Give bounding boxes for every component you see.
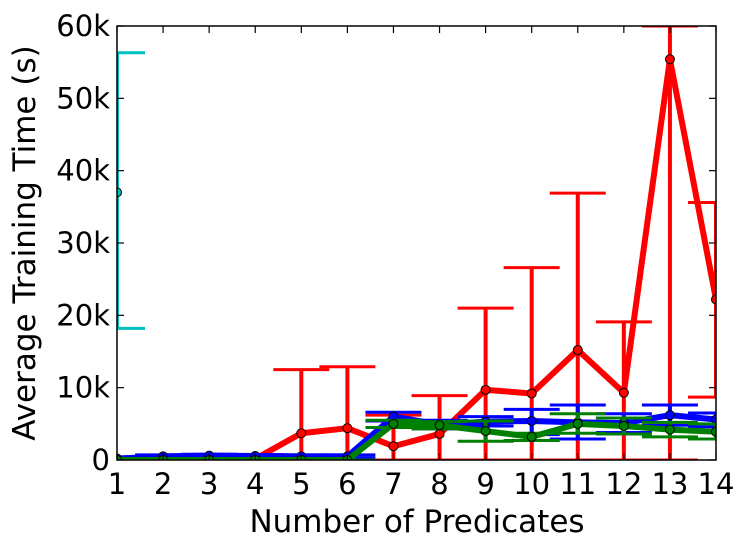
error-bar <box>319 365 376 460</box>
x-tick-label: 9 <box>476 467 494 501</box>
y-tick-label: 40k <box>56 154 110 188</box>
x-tick-label: 5 <box>292 467 310 501</box>
data-point <box>117 455 122 460</box>
data-point <box>618 421 629 432</box>
series-2 <box>117 412 716 460</box>
data-point <box>480 426 491 437</box>
x-tick-label: 6 <box>338 467 356 501</box>
series-line <box>117 420 716 460</box>
data-point <box>296 428 307 439</box>
error-bar <box>117 51 145 330</box>
data-point <box>711 426 716 437</box>
series-3 <box>117 51 145 330</box>
y-tick-label: 20k <box>56 298 110 332</box>
data-point <box>664 424 675 435</box>
x-tick-label: 4 <box>246 467 264 501</box>
y-tick-label: 60k <box>56 9 110 43</box>
data-point <box>480 384 491 395</box>
data-point <box>664 410 675 421</box>
data-point <box>711 414 716 425</box>
data-point <box>711 294 716 305</box>
x-tick-label: 12 <box>605 467 642 501</box>
x-tick-label: 3 <box>200 467 218 501</box>
data-point <box>117 187 122 198</box>
y-tick-label: 50k <box>56 81 110 115</box>
data-point <box>388 441 399 452</box>
data-point <box>388 418 399 429</box>
data-point <box>572 418 583 429</box>
y-axis-label: Average Training Time (s) <box>7 45 43 440</box>
x-tick-label: 10 <box>513 467 550 501</box>
y-tick-label: 30k <box>56 226 110 260</box>
data-point <box>526 388 537 399</box>
x-tick-label: 8 <box>430 467 448 501</box>
x-tick-label: 7 <box>384 467 402 501</box>
x-tick-label: 1 <box>108 467 126 501</box>
error-bar <box>688 411 716 429</box>
error-bar <box>273 368 330 460</box>
y-tick-label: 0 <box>92 443 110 477</box>
data-point <box>526 431 537 442</box>
data-point <box>618 387 629 398</box>
y-tick-label: 10k <box>56 371 110 405</box>
data-point <box>434 420 445 431</box>
x-tick-label: 14 <box>698 467 735 501</box>
data-point <box>342 423 353 434</box>
data-point <box>572 345 583 356</box>
error-bar <box>688 422 716 441</box>
x-tick-label: 2 <box>154 467 172 501</box>
data-point <box>526 415 537 426</box>
data-point <box>664 54 675 65</box>
x-tick-label: 11 <box>559 467 596 501</box>
data-point <box>434 428 445 439</box>
x-axis-label: Number of Predicates <box>249 504 584 540</box>
x-tick-label: 13 <box>651 467 688 501</box>
error-bar <box>641 26 698 460</box>
plot-area <box>117 26 716 460</box>
